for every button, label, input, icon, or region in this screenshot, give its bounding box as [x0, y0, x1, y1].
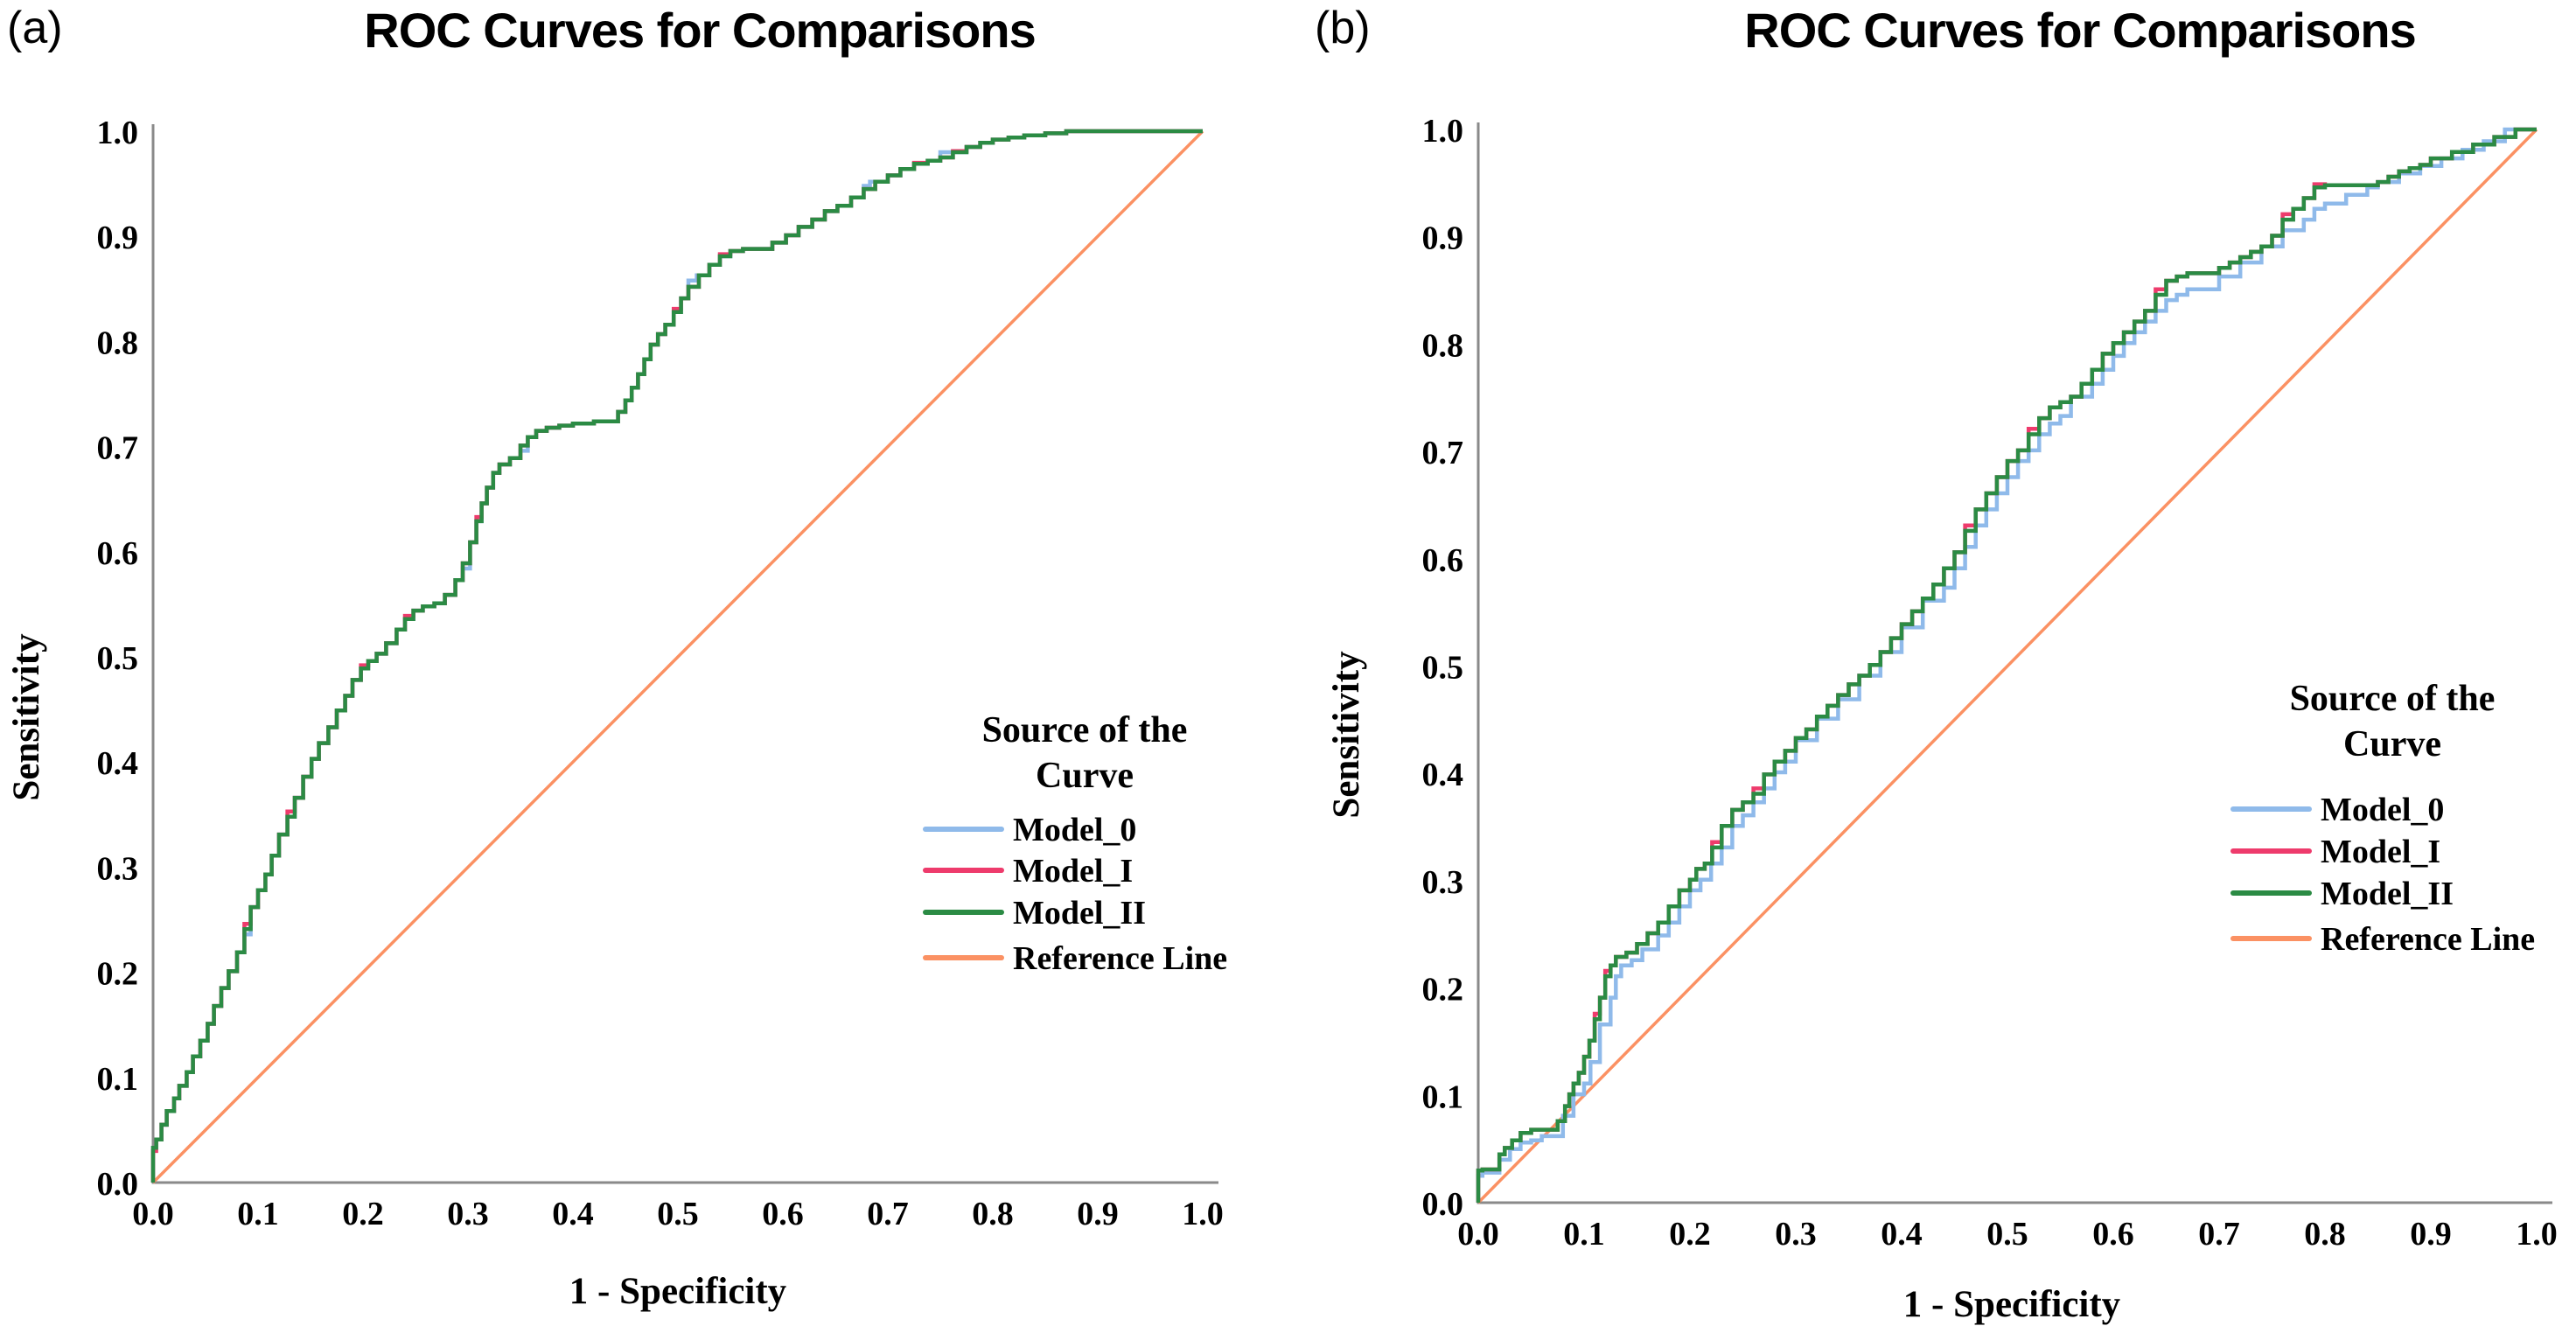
x-tick-label: 0.9 — [2410, 1216, 2452, 1253]
x-tick-label: 0.8 — [972, 1196, 1014, 1232]
x-tick-label: 0.7 — [867, 1196, 909, 1232]
y-axis-title: Sensitivity — [1326, 651, 1367, 819]
roc-chart-b: 0.0 0.1 0.2 0.3 0.4 0.5 0.6 0.7 0.8 0.9 1.0 0.0 0.1 0… — [1326, 113, 2558, 1325]
x-tick-label: 0.0 — [1457, 1216, 1499, 1253]
y-axis-title: Sensitivity — [6, 633, 47, 801]
y-tick-label: 0.5 — [1422, 650, 1464, 687]
roc-chart-a: 0.0 0.1 0.2 0.3 0.4 0.5 0.6 0.7 0.8 0.9 1.0 0.0 0.1 0… — [6, 115, 1227, 1312]
y-tick-label: 1.0 — [1422, 113, 1464, 150]
y-tick-label: 0.6 — [97, 535, 139, 572]
y-tick-label: 0.0 — [1422, 1186, 1464, 1223]
x-tick-label: 0.3 — [447, 1196, 489, 1232]
x-tick-label: 0.1 — [1563, 1216, 1605, 1253]
x-tick-label: 0.2 — [342, 1196, 384, 1232]
x-tick-label: 0.6 — [762, 1196, 804, 1232]
y-tick-label: 0.9 — [97, 220, 139, 256]
y-tick-label: 0.0 — [97, 1166, 139, 1203]
legend-label-model_ii: Model_II — [2321, 876, 2454, 912]
roc-curve-reference-line — [1476, 128, 2538, 1204]
x-tick-label: 1.0 — [2516, 1216, 2558, 1253]
x-tick-label: 0.6 — [2092, 1216, 2134, 1253]
y-tick-label: 0.3 — [97, 850, 139, 887]
y-tick-label: 0.5 — [97, 640, 139, 677]
y-tick-label: 0.2 — [97, 956, 139, 993]
legend-title: Curve — [1036, 756, 1134, 796]
y-tick-label: 0.7 — [97, 430, 139, 467]
legend-label-model_i: Model_I — [2321, 834, 2440, 870]
x-tick-label: 0.9 — [1077, 1196, 1119, 1232]
chart-title-b: ROC Curves for Comparisons — [1744, 3, 2416, 58]
x-tick-label: 0.4 — [552, 1196, 594, 1232]
legend-label-reference-line: Reference Line — [1013, 940, 1227, 977]
y-tick-label: 0.2 — [1422, 972, 1464, 1008]
y-tick-label: 1.0 — [97, 115, 139, 151]
x-tick-label: 1.0 — [1182, 1196, 1224, 1232]
y-tick-label: 0.4 — [1422, 757, 1464, 793]
x-tick-label: 0.7 — [2198, 1216, 2240, 1253]
legend-label-model_i: Model_I — [1013, 853, 1133, 890]
panel-label-b: (b) — [1315, 3, 1371, 53]
roc-curve-model_ii — [150, 129, 1203, 1183]
chart-title-a: ROC Curves for Comparisons — [364, 3, 1036, 58]
panel-b: (b) ROC Curves for Comparisons 0.0 0.1 0.2… — [1288, 0, 2576, 1340]
y-tick-label: 0.9 — [1422, 220, 1464, 257]
x-tick-label: 0.3 — [1775, 1216, 1817, 1253]
roc-curve-model_ii — [1476, 127, 2537, 1203]
x-tick-label: 0.0 — [132, 1196, 174, 1232]
legend-title: Curve — [2343, 724, 2441, 764]
x-axis-title: 1 - Specificity — [1903, 1284, 2121, 1325]
x-tick-label: 0.5 — [657, 1196, 699, 1232]
y-tick-label: 0.8 — [1422, 327, 1464, 364]
x-axis-title: 1 - Specificity — [569, 1271, 787, 1312]
panel-label-a: (a) — [7, 3, 63, 53]
legend-title: Source of the — [982, 710, 1188, 750]
roc-curve-reference-line — [151, 129, 1204, 1184]
y-tick-label: 0.3 — [1422, 864, 1464, 901]
legend-label-model_0: Model_0 — [2321, 792, 2444, 828]
x-tick-label: 0.5 — [1986, 1216, 2028, 1253]
x-tick-label: 0.4 — [1881, 1216, 1923, 1253]
legend-label-model_ii: Model_II — [1013, 895, 1146, 932]
legend-title: Source of the — [2290, 679, 2496, 719]
x-tick-label: 0.2 — [1669, 1216, 1711, 1253]
x-tick-label: 0.8 — [2304, 1216, 2346, 1253]
y-tick-label: 0.4 — [97, 745, 139, 782]
y-tick-label: 0.1 — [97, 1061, 139, 1098]
y-tick-label: 0.1 — [1422, 1078, 1464, 1115]
x-tick-label: 0.1 — [237, 1196, 279, 1232]
y-tick-label: 0.8 — [97, 325, 139, 361]
y-tick-label: 0.7 — [1422, 435, 1464, 471]
panel-a: (a) ROC Curves for Comparisons 0.0 0.1 0.2… — [6, 3, 1227, 1312]
y-tick-label: 0.6 — [1422, 542, 1464, 579]
legend-label-model_0: Model_0 — [1013, 812, 1136, 848]
legend-label-reference-line: Reference Line — [2321, 921, 2535, 958]
